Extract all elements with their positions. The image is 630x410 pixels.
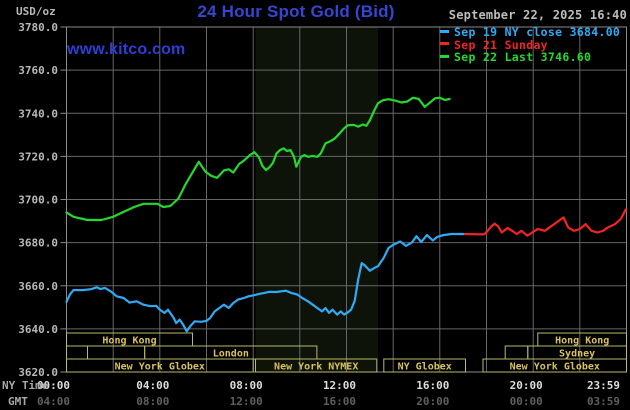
series-line-sep-19-ny-close [65,232,465,333]
x-tick-label-gmt: 08:00 [136,395,169,408]
x-tick-label-gmt: 03:59 [587,395,620,408]
market-session-box [504,345,529,360]
x-tick-label-nytime: 23:59 [587,379,620,392]
x-tick-label-gmt: 04:00 [37,395,70,408]
x-tick-label-nytime: 08:00 [230,379,263,392]
legend-dash-icon [440,29,449,33]
y-tick-label: 3760.0 [18,64,58,77]
x-tick-label-nytime: 04:00 [136,379,169,392]
x-tick-label-gmt: 20:00 [416,395,449,408]
series-line-sep-21-sunday [457,208,627,237]
x-tick-label-gmt: 00:00 [510,395,543,408]
x-tick-label-nytime: 00:00 [37,379,70,392]
market-session-label: Sydney [559,349,595,360]
x-axis-name-gmt: GMT [8,395,28,408]
legend-item-sep19: Sep 19 NY close 3684.00 [440,26,620,39]
legend-label: Sep 21 Sunday [454,37,548,52]
legend-label: Sep 19 NY close 3684.00 [454,25,621,39]
market-session-label: Hong Kong [555,336,609,347]
x-tick-label-nytime: 12:00 [323,379,356,392]
x-tick-label-gmt: 12:00 [230,395,263,408]
market-session-box [66,345,88,360]
y-tick-label: 3640.0 [18,323,58,336]
kitco-watermark-link[interactable]: www.kitco.com [67,41,186,58]
market-session-box [383,358,466,373]
page-title: 24 Hour Spot Gold (Bid) [197,2,395,21]
market-session-label: New York NYMEX [274,362,358,373]
chart-legend: Sep 19 NY close 3684.00 Sep 21 Sunday Se… [440,26,620,64]
market-session-box [66,358,254,373]
x-tick-label-nytime: 20:00 [510,379,543,392]
y-tick-label: 3700.0 [18,194,58,207]
y-tick-label: 3660.0 [18,280,58,293]
market-session-label: NY Globex [398,362,452,373]
y-axis-units-label: USD/oz [16,5,56,18]
market-session-box [87,345,146,360]
legend-item-sep22: Sep 22 Last 3746.60 [440,51,620,64]
y-tick-label: 3720.0 [18,150,58,163]
market-session-label: Hong Kong [102,336,156,347]
y-tick-label: 3780.0 [18,21,58,34]
legend-label: Sep 22 Last 3746.60 [454,50,592,65]
legend-item-sep21: Sep 21 Sunday [440,37,620,52]
x-tick-label-nytime: 16:00 [416,379,449,392]
y-tick-label: 3740.0 [18,107,58,120]
market-session-label: London [213,349,249,360]
market-session-box [255,358,378,373]
legend-dash-icon [440,42,449,46]
y-tick-label: 3620.0 [18,366,58,379]
y-tick-label: 3680.0 [18,237,58,250]
series-line-sep-22-last [65,96,451,222]
legend-dash-icon [440,54,449,58]
x-tick-label-gmt: 16:00 [323,395,356,408]
chart-timestamp: September 22, 2025 16:40 [448,8,627,22]
x-axis-name-nytime: NY Time [2,379,49,392]
market-session-label: New York Globex [115,362,205,373]
market-session-label: New York Globex [510,362,600,373]
market-session-box [482,358,627,373]
